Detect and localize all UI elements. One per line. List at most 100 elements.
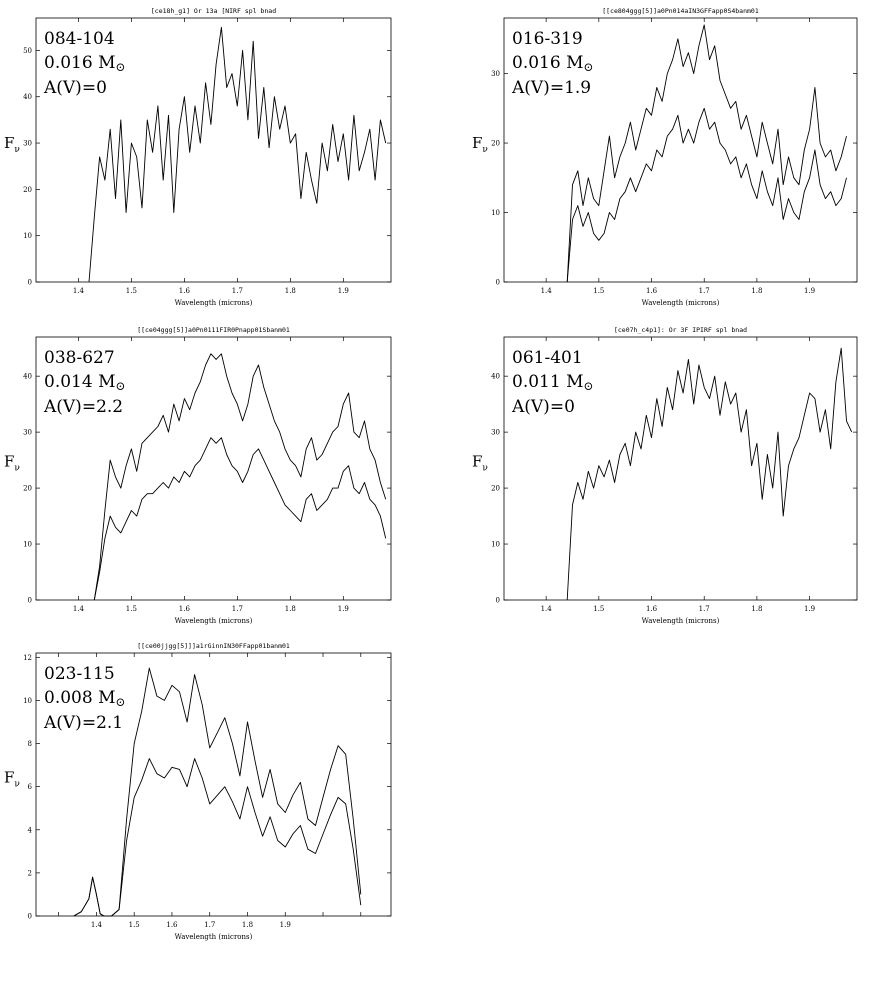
- plot-frame: [35, 17, 392, 283]
- x-tick-label: 1.6: [179, 605, 191, 613]
- solar-mass-symbol: ⊙: [583, 60, 593, 74]
- object-mass: 0.016 M⊙: [44, 53, 126, 74]
- y-axis-label: Fν: [4, 769, 20, 790]
- solar-mass-symbol: ⊙: [583, 379, 593, 393]
- x-axis-label: Wavelength (microns): [642, 617, 720, 625]
- y-tick-label: 10: [23, 541, 32, 549]
- x-tick-label: 1.9: [804, 287, 815, 295]
- y-tick-label: 10: [491, 209, 500, 217]
- y-tick-label: 20: [23, 485, 32, 493]
- y-tick-label: 30: [491, 70, 500, 78]
- y-tick-label: 20: [491, 140, 500, 148]
- y-tick-label: 20: [491, 485, 500, 493]
- y-axis-label: Fν: [472, 134, 488, 155]
- chart-title: [[ce00jjgg[5]]]a1rGinnIN30FFapp01banm01: [137, 642, 290, 650]
- y-tick-label: 0: [28, 279, 32, 287]
- x-tick-label: 1.7: [232, 287, 243, 295]
- plot-frame: [35, 652, 392, 917]
- x-tick-label: 1.9: [338, 287, 349, 295]
- x-tick-label: 1.6: [166, 921, 178, 929]
- y-axis-label-subscript: ν: [14, 145, 19, 155]
- y-axis-label: Fν: [4, 134, 20, 155]
- object-extinction: A(V)=0: [511, 397, 575, 417]
- chart-title: [ce07h_c4p1]: Or 3F IPIRF spl bnad: [614, 326, 747, 334]
- y-tick-label: 8: [28, 740, 32, 748]
- x-axis-label: Wavelength (microns): [642, 299, 720, 307]
- y-tick-label: 10: [23, 232, 32, 240]
- object-mass: 0.014 M⊙: [44, 372, 126, 393]
- y-tick-label: 30: [23, 140, 32, 148]
- x-tick-label: 1.5: [126, 287, 137, 295]
- y-axis-label-subscript: ν: [482, 145, 487, 155]
- x-tick-label: 1.5: [129, 921, 140, 929]
- panel-016-319: [[ce804ggg[5]]a0Pn014aIN3GFFapp0S4banm01…: [472, 7, 858, 307]
- y-tick-label: 0: [496, 279, 500, 287]
- object-mass: 0.016 M⊙: [512, 53, 594, 74]
- y-tick-label: 6: [28, 783, 33, 791]
- object-id: 084-104: [44, 29, 115, 49]
- y-tick-label: 12: [23, 654, 32, 662]
- y-tick-label: 50: [23, 47, 32, 55]
- spectrum-series-1: [88, 26, 387, 283]
- y-tick-label: 40: [23, 93, 32, 101]
- y-tick-label: 0: [28, 913, 32, 921]
- x-tick-label: 1.9: [804, 605, 815, 613]
- object-extinction: A(V)=0: [43, 78, 107, 98]
- x-tick-label: 1.5: [593, 605, 604, 613]
- solar-mass-symbol: ⊙: [115, 695, 125, 709]
- chart-title: [[ce04ggg[5]]a0Pn0111FIR0Pnapp01Sbanm01: [137, 326, 290, 334]
- spectrum-series-2: [566, 107, 847, 283]
- object-id: 016-319: [512, 29, 583, 49]
- y-tick-label: 10: [491, 541, 500, 549]
- solar-mass-symbol: ⊙: [115, 379, 125, 393]
- panel-038-627: [[ce04ggg[5]]a0Pn0111FIR0Pnapp01Sbanm01 1…: [4, 326, 392, 625]
- x-tick-label: 1.9: [280, 921, 291, 929]
- object-mass: 0.008 M⊙: [44, 688, 126, 709]
- object-mass: 0.011 M⊙: [512, 372, 594, 393]
- chart-title: [ce18h_g1] Or 13a [NIRF spl bnad: [151, 7, 276, 15]
- y-tick-label: 20: [23, 186, 32, 194]
- x-tick-label: 1.7: [699, 287, 710, 295]
- spectrum-series-1: [93, 353, 387, 601]
- panel-084-104: [ce18h_g1] Or 13a [NIRF spl bnad 1.4 1.5 1.…: [4, 7, 392, 307]
- x-tick-label: 1.4: [541, 605, 553, 613]
- plot-frame: [503, 336, 858, 601]
- y-axis-label-subscript: ν: [14, 780, 19, 790]
- x-tick-label: 1.4: [541, 287, 553, 295]
- object-extinction: A(V)=2.1: [43, 713, 123, 733]
- y-tick-label: 0: [496, 597, 500, 605]
- solar-mass-symbol: ⊙: [115, 60, 125, 74]
- x-tick-label: 1.4: [73, 287, 85, 295]
- x-tick-label: 1.7: [204, 921, 215, 929]
- x-axis-label: Wavelength (microns): [175, 617, 253, 625]
- object-extinction: A(V)=2.2: [43, 397, 123, 417]
- x-tick-label: 1.8: [751, 287, 762, 295]
- object-id: 061-401: [512, 348, 583, 368]
- x-tick-label: 1.8: [242, 921, 253, 929]
- y-axis-label: Fν: [472, 453, 488, 474]
- y-tick-label: 40: [491, 373, 500, 381]
- panel-061-401: [ce07h_c4p1]: Or 3F IPIRF spl bnad 1.4 1.5…: [472, 326, 858, 625]
- x-tick-label: 1.7: [232, 605, 243, 613]
- object-extinction: A(V)=1.9: [511, 78, 591, 98]
- object-id: 038-627: [44, 348, 115, 368]
- x-tick-label: 1.5: [593, 287, 604, 295]
- panel-023-115: [[ce00jjgg[5]]]a1rGinnIN30FFapp01banm01 1…: [4, 642, 392, 941]
- x-tick-label: 1.6: [646, 287, 658, 295]
- x-tick-label: 1.7: [699, 605, 710, 613]
- y-axis-label-subscript: ν: [14, 464, 19, 474]
- spectrum-series-2: [73, 758, 362, 917]
- x-tick-label: 1.8: [751, 605, 762, 613]
- spectrum-series-2: [93, 437, 387, 601]
- x-tick-label: 1.8: [285, 287, 296, 295]
- y-tick-label: 10: [23, 697, 32, 705]
- x-tick-label: 1.4: [73, 605, 85, 613]
- object-id: 023-115: [44, 664, 115, 684]
- x-axis-label: Wavelength (microns): [175, 299, 253, 307]
- y-tick-label: 30: [23, 429, 32, 437]
- y-tick-label: 0: [28, 597, 32, 605]
- y-tick-label: 2: [28, 869, 32, 877]
- x-axis-label: Wavelength (microns): [175, 933, 253, 941]
- plot-frame: [503, 17, 858, 283]
- plot-frame: [35, 336, 392, 601]
